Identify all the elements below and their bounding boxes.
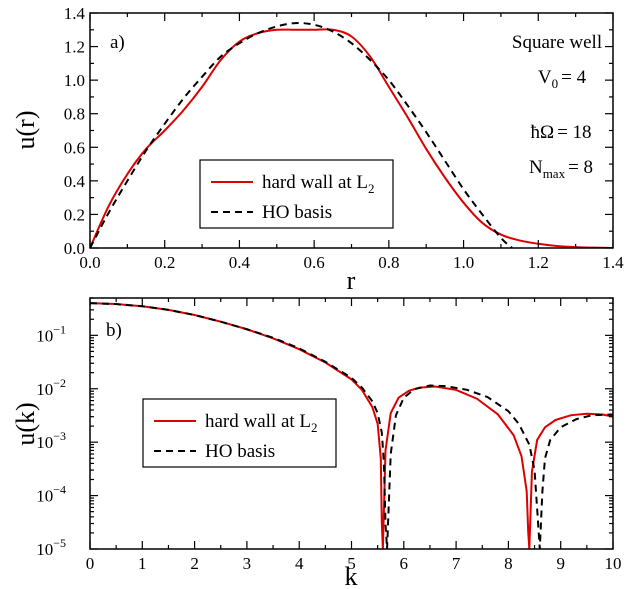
x-tick-label-a: 0.4 — [229, 253, 251, 272]
annotation-hbar-omega: ħΩ = 18 — [530, 122, 591, 143]
y-tick-label-a: 1.2 — [64, 38, 85, 57]
y-tick-label-a: 0.0 — [64, 239, 85, 258]
legend-box-b — [142, 398, 337, 468]
x-axis-title-b: k — [345, 562, 358, 589]
y-tick-label-a: 0.2 — [64, 205, 85, 224]
panel-a: 0.0 0.2 0.4 0.6 0.8 1.0 1.2 1.4 0.0 0.2 0.4 0.6 0.8 1… — [11, 4, 624, 295]
annotation-v0: V0 = 4 — [538, 67, 587, 91]
y-tick-label-a: 0.6 — [64, 138, 85, 157]
series-line-ho-basis-b — [90, 302, 613, 549]
panel-b: 0 1 2 3 4 5 6 7 8 9 10 10−5 10−4 10−3 10−2 10−1 b) hard… — [11, 297, 622, 589]
y-tick-label-b: 10−2 — [36, 376, 66, 399]
y-axis-title-a: u(r) — [11, 111, 40, 150]
x-tick-label-b: 4 — [295, 554, 304, 573]
x-tick-label-b: 5 — [347, 554, 356, 573]
x-tick-label-a: 0.8 — [378, 253, 399, 272]
x-tick-label-b: 8 — [504, 554, 513, 573]
legend-label-ho-basis-a: HO basis — [262, 202, 332, 223]
legend-label-ho-basis-b: HO basis — [205, 441, 275, 462]
legend-box-a — [199, 159, 394, 229]
y-tick-label-b: 10−1 — [36, 322, 66, 345]
series-line-ho-basis-a — [90, 22, 513, 248]
x-tick-label-b: 10 — [605, 554, 622, 573]
y-tick-label-a: 0.4 — [64, 172, 86, 191]
legend-a: hard wall at L2 HO basis — [199, 159, 394, 229]
legend-b: hard wall at L2 HO basis — [142, 398, 337, 468]
x-tick-label-b: 1 — [138, 554, 147, 573]
y-tick-label-b: 10−5 — [36, 536, 66, 559]
x-tick-label-a: 0.0 — [79, 253, 100, 272]
x-tick-label-b: 6 — [400, 554, 409, 573]
x-axis-title-a: r — [347, 266, 356, 295]
x-tick-label-a: 1.2 — [528, 253, 549, 272]
legend-label-hard-wall-a: hard wall at L2 — [262, 172, 375, 196]
y-tick-label-a: 1.0 — [64, 71, 85, 90]
y-axis-title-b: u(k) — [11, 402, 40, 445]
y-tick-label-a: 1.4 — [64, 4, 86, 23]
annotation-nmax: Nmax = 8 — [529, 157, 593, 181]
x-tick-label-b: 2 — [190, 554, 199, 573]
x-tick-label-b: 3 — [243, 554, 252, 573]
panel-label-a: a) — [110, 32, 125, 53]
x-tick-label-a: 1.4 — [602, 253, 624, 272]
y-tick-label-b: 10−3 — [36, 429, 66, 452]
y-tick-label-a: 0.8 — [64, 105, 85, 124]
x-tick-label-b: 7 — [452, 554, 461, 573]
series-line-hard-wall-a — [90, 28, 613, 248]
legend-label-hard-wall-b: hard wall at L2 — [205, 411, 318, 435]
x-tick-label-a: 0.2 — [154, 253, 175, 272]
x-tick-label-b: 0 — [86, 554, 95, 573]
x-tick-label-a: 1.0 — [453, 253, 474, 272]
annotation-title: Square well — [512, 32, 602, 53]
panel-label-b: b) — [106, 320, 122, 341]
x-tick-label-b: 9 — [556, 554, 565, 573]
x-tick-label-a: 0.6 — [304, 253, 325, 272]
y-tick-label-b: 10−4 — [36, 483, 66, 506]
